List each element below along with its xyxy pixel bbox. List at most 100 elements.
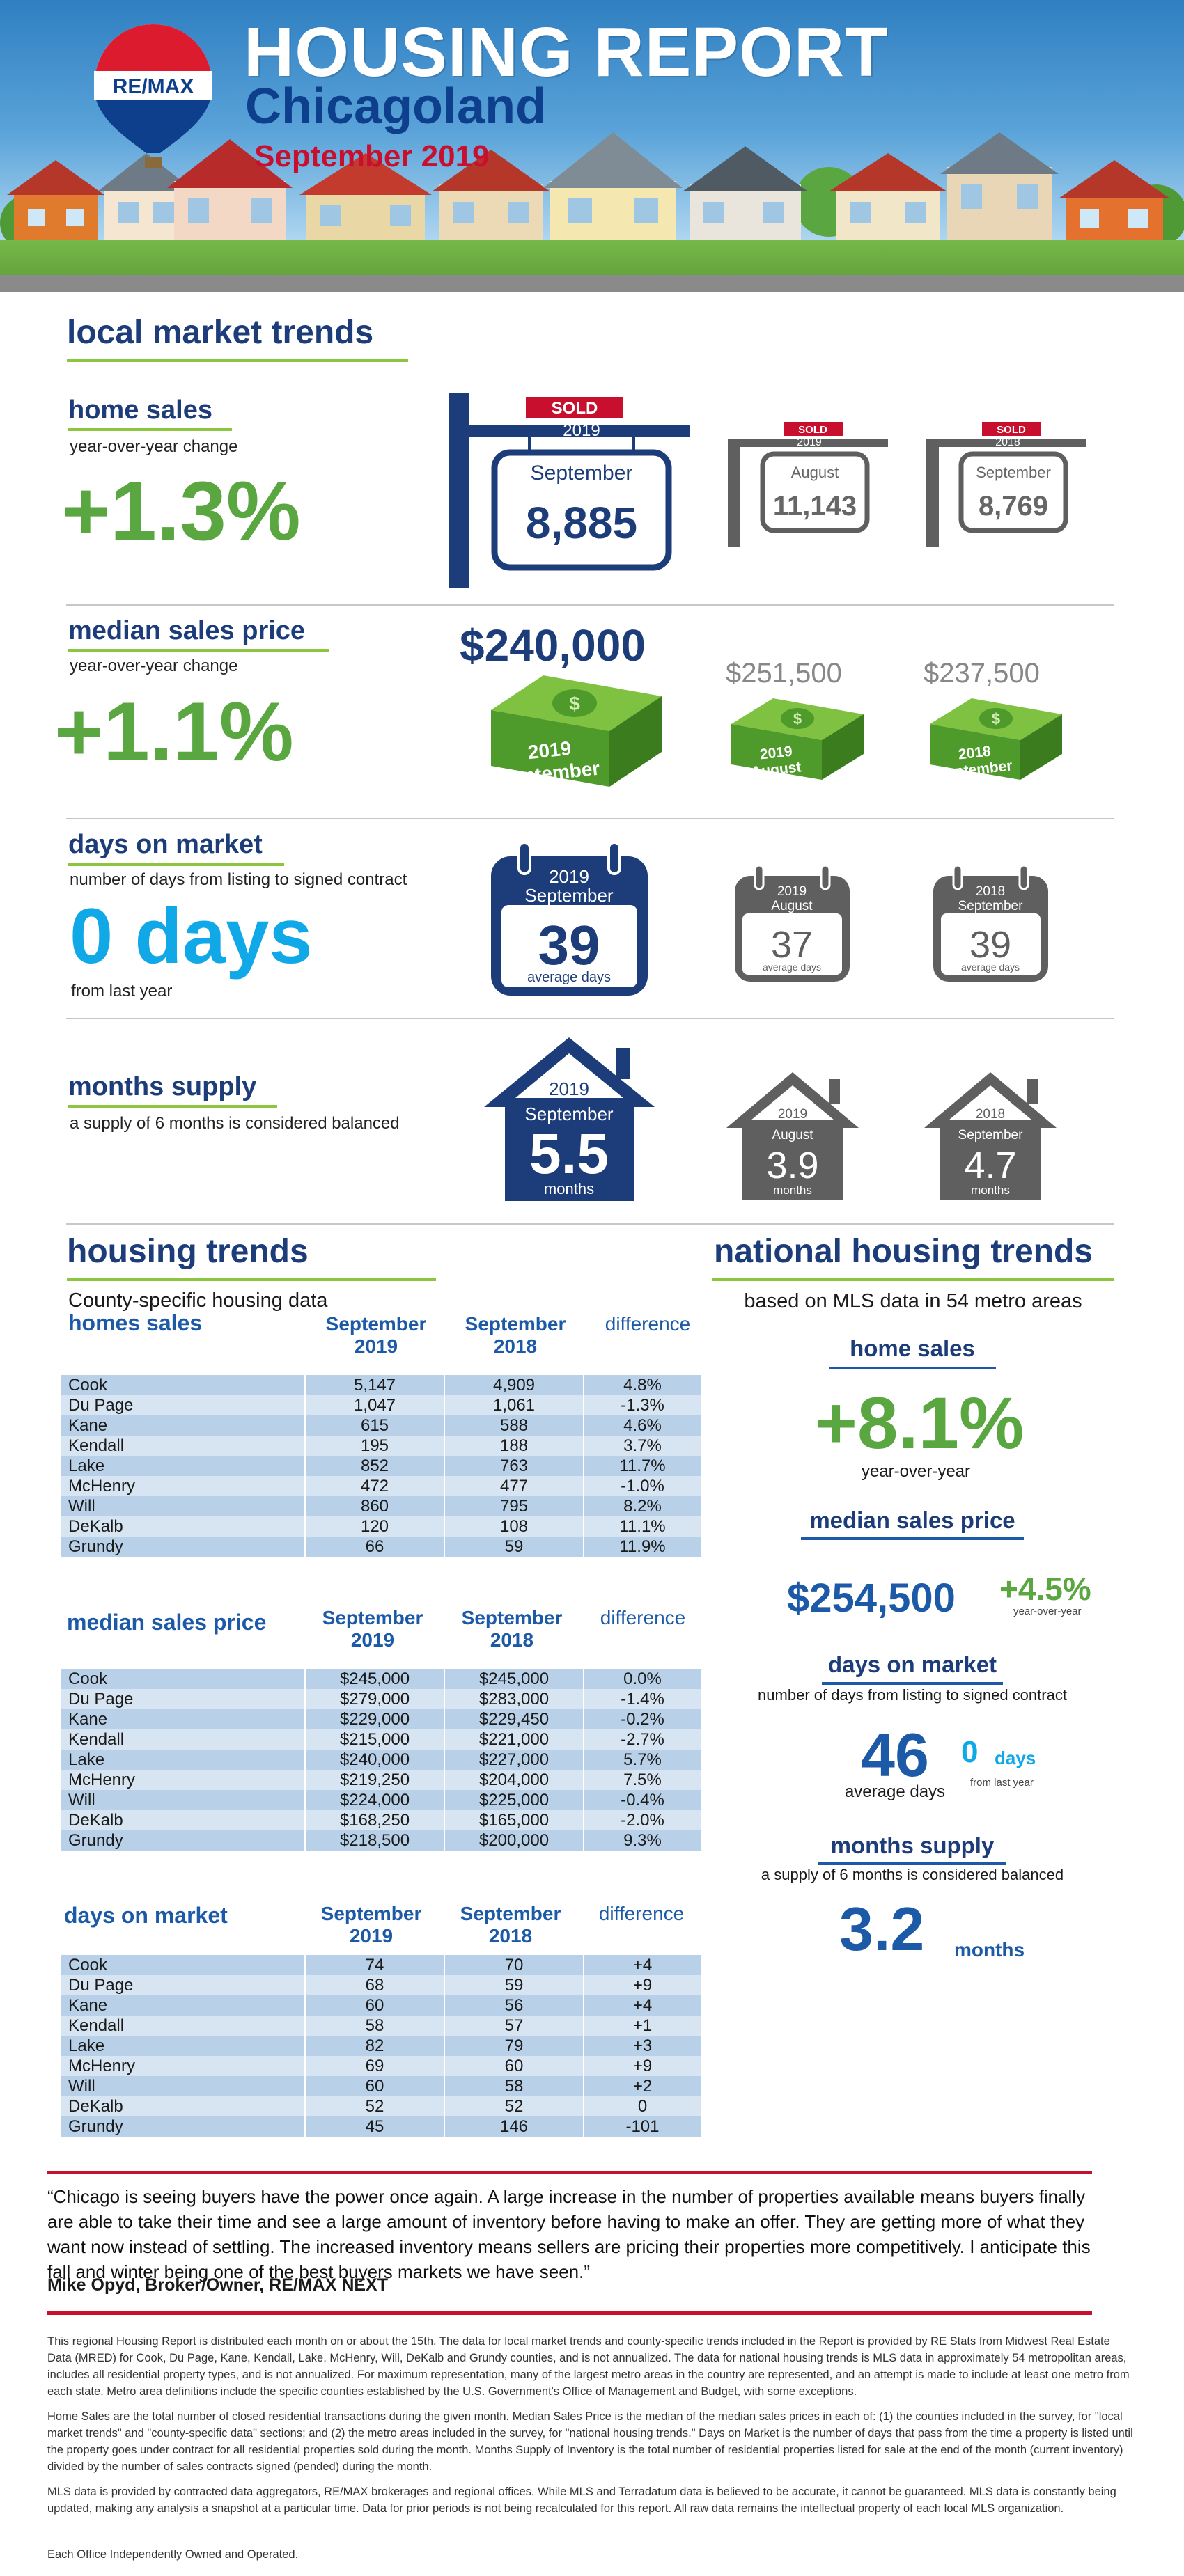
- value-2019: 615: [305, 1415, 445, 1436]
- county-name: Kendall: [61, 1436, 306, 1456]
- nat-supply-underline: [818, 1862, 1006, 1865]
- money-stack-prev1: $ 2019 August: [731, 698, 864, 780]
- report-city: Chicagoland: [245, 79, 547, 134]
- value-2018: 108: [444, 1516, 584, 1537]
- col-head-difference: difference: [598, 1903, 685, 1924]
- difference: 3.7%: [584, 1436, 702, 1456]
- house-year: 2018: [976, 1107, 1005, 1122]
- county-name: Du Page: [61, 1689, 306, 1709]
- supply-underline: [68, 1105, 277, 1108]
- median-price-prev2: $237,500: [924, 658, 1040, 689]
- county-name: Will: [61, 1496, 306, 1516]
- sold-sign-prev1: SOLD 2019 August 11,143: [728, 422, 888, 547]
- difference: +4: [584, 1995, 702, 2016]
- house-supply-prev2: 2018 September 4.7 months: [924, 1072, 1057, 1200]
- value-2018: 146: [444, 2116, 584, 2137]
- col-head-2018: September 2018: [465, 1313, 566, 1358]
- county-name: Will: [61, 1790, 306, 1810]
- table-dom: Cook 74 70 +4 Du Page 68 59 +9 Kane 60 56 +4 Kendall…: [61, 1955, 702, 2137]
- value-2018: 56: [444, 1995, 584, 2016]
- local-trends-underline: [67, 359, 408, 362]
- median-price-main: $240,000: [460, 620, 646, 670]
- table-row: Kane 615 588 4.6%: [61, 1415, 702, 1436]
- sold-sign-prev2: SOLD 2018 September 8,769: [926, 422, 1086, 547]
- calendar-value: 39: [538, 914, 600, 976]
- calendar-unit: average days: [763, 961, 821, 973]
- county-name: McHenry: [61, 2056, 306, 2076]
- county-name: Grundy: [61, 1537, 306, 1557]
- value-2019: 5,147: [305, 1375, 445, 1395]
- divider: [66, 1223, 1114, 1225]
- difference: 4.8%: [584, 1375, 702, 1395]
- difference: +1: [584, 2016, 702, 2036]
- calendar-month: September: [524, 885, 614, 906]
- calendar-month: September: [958, 899, 1024, 913]
- col-head-2019: September 2019: [320, 1903, 422, 1947]
- col-head-2018: September 2018: [461, 1607, 563, 1651]
- county-name: Lake: [61, 1456, 306, 1476]
- dom-change: 0 days: [70, 893, 313, 980]
- value-2019: 68: [305, 1975, 445, 1995]
- sold-sign-main: SOLD 2019 September 8,885: [449, 393, 690, 588]
- nat-price-title: median sales price: [809, 1507, 1015, 1533]
- difference: -2.7%: [584, 1729, 702, 1750]
- table-row: Grundy 45 146 -101: [61, 2116, 702, 2137]
- difference: 9.3%: [584, 1830, 702, 1851]
- county-name: Grundy: [61, 2116, 306, 2137]
- difference: -0.2%: [584, 1709, 702, 1729]
- value-2019: $168,250: [305, 1810, 445, 1830]
- value-2019: 66: [305, 1537, 445, 1557]
- money-stack-prev2: $ 2018 September: [930, 698, 1062, 782]
- value-2019: $279,000: [305, 1689, 445, 1709]
- value-2019: 60: [305, 1995, 445, 2016]
- nat-home-sales-note: year-over-year: [861, 1462, 971, 1481]
- median-price-prev1: $251,500: [726, 658, 842, 689]
- value-2019: 45: [305, 2116, 445, 2137]
- value-2019: 74: [305, 1955, 445, 1975]
- table-row: Du Page $279,000 $283,000 -1.4%: [61, 1689, 702, 1709]
- county-name: Kane: [61, 1415, 306, 1436]
- house-supply-main: 2019 September 5.5 months: [484, 1037, 655, 1201]
- difference: +2: [584, 2076, 702, 2096]
- footnote-p1: This regional Housing Report is distribu…: [47, 2335, 1130, 2398]
- value-2018: $229,450: [444, 1709, 584, 1729]
- table-homes-sales-title: homes sales: [68, 1310, 203, 1335]
- house-value: 3.9: [766, 1145, 818, 1186]
- value-2019: 52: [305, 2096, 445, 2116]
- value-2018: 60: [444, 2056, 584, 2076]
- nat-home-sales-value: +8.1%: [814, 1383, 1025, 1464]
- value-2019: 472: [305, 1476, 445, 1496]
- home-sales-underline: [68, 428, 232, 431]
- calendar-value: 37: [771, 924, 813, 966]
- county-name: Grundy: [61, 1830, 306, 1851]
- difference: 0: [584, 2096, 702, 2116]
- difference: 11.1%: [584, 1516, 702, 1537]
- table-row: Grundy $218,500 $200,000 9.3%: [61, 1830, 702, 1851]
- calendar-prev1: 2019 August 37 average days: [735, 864, 850, 982]
- header-banner: RE/MAX HOUSING REPORT Chicagoland Septem…: [0, 0, 1184, 292]
- home-sales-change: +1.3%: [61, 464, 301, 558]
- difference: 11.7%: [584, 1456, 702, 1476]
- houses-illustration: [0, 132, 1184, 251]
- difference: 8.2%: [584, 1496, 702, 1516]
- money-year: 2018: [958, 744, 992, 763]
- value-2018: $165,000: [444, 1810, 584, 1830]
- nat-dom-change: 0: [961, 1735, 979, 1769]
- value-2018: 70: [444, 1955, 584, 1975]
- value-2019: 58: [305, 2016, 445, 2036]
- median-price-subtitle: year-over-year change: [70, 657, 238, 675]
- dom-change-note: from last year: [71, 982, 173, 1000]
- nat-dom-change-note: from last year: [970, 1777, 1034, 1789]
- col-head-2019: September 2019: [325, 1313, 427, 1358]
- value-2019: 69: [305, 2056, 445, 2076]
- divider: [66, 604, 1114, 606]
- county-name: McHenry: [61, 1476, 306, 1496]
- quote-bottom-rule: [47, 2311, 1092, 2315]
- house-year: 2019: [549, 1078, 589, 1099]
- county-name: Cook: [61, 1669, 306, 1689]
- table-row: Kane $229,000 $229,450 -0.2%: [61, 1709, 702, 1729]
- difference: 7.5%: [584, 1770, 702, 1790]
- table-row: McHenry $219,250 $204,000 7.5%: [61, 1770, 702, 1790]
- difference: -1.3%: [584, 1395, 702, 1415]
- value-2018: $221,000: [444, 1729, 584, 1750]
